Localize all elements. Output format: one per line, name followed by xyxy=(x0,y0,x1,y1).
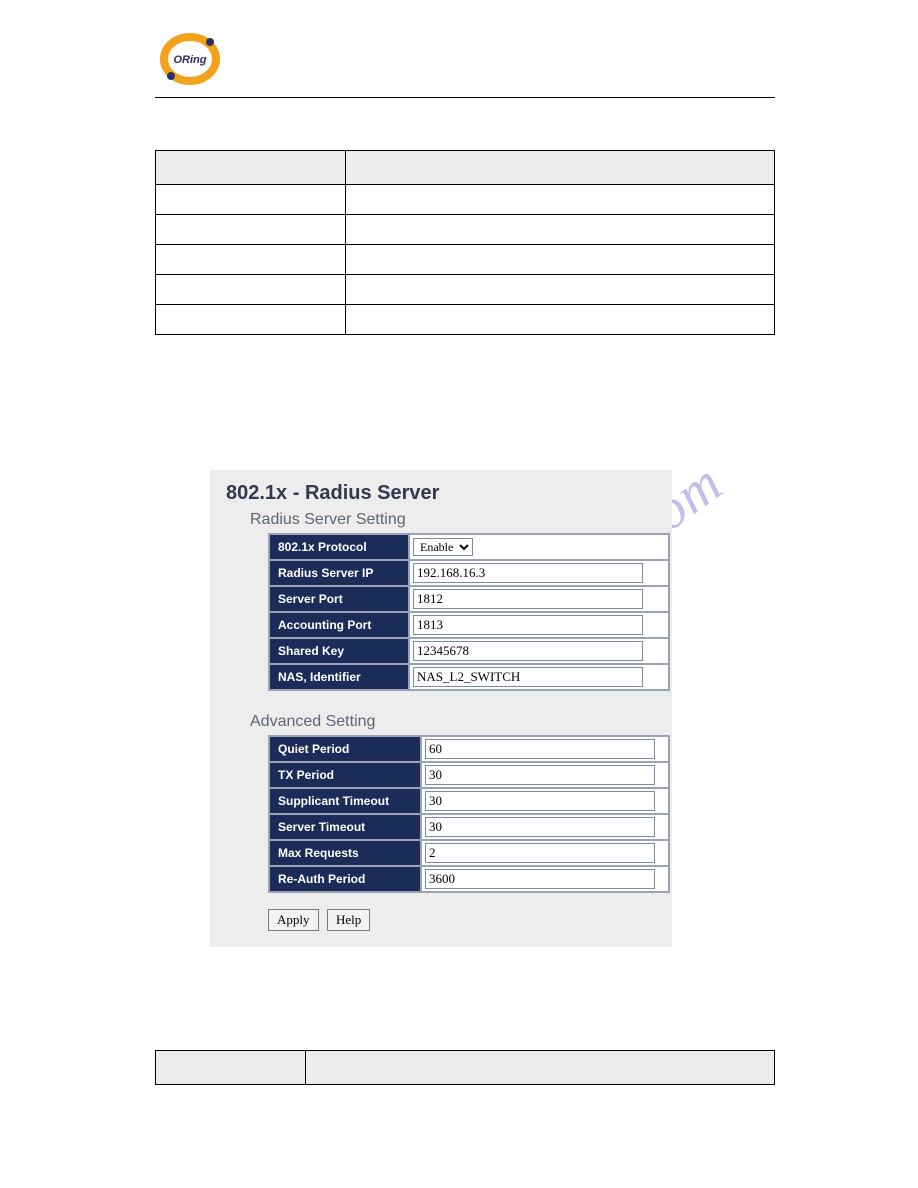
table-row xyxy=(156,1051,775,1085)
label-max-requests: Max Requests xyxy=(269,840,421,866)
advanced-settings-table: Quiet Period TX Period Supplicant Timeou… xyxy=(268,735,670,893)
row-server-ip: Radius Server IP xyxy=(269,560,669,586)
table-row xyxy=(156,185,775,215)
server-ip-input[interactable] xyxy=(413,563,643,583)
server-port-input[interactable] xyxy=(413,589,643,609)
table-row xyxy=(156,215,775,245)
row-nas-id: NAS, Identifier xyxy=(269,664,669,690)
label-supplicant-timeout: Supplicant Timeout xyxy=(269,788,421,814)
cell-protocol: Enable xyxy=(409,534,669,560)
row-quiet-period: Quiet Period xyxy=(269,736,669,762)
doc-table-upper xyxy=(155,150,775,335)
row-supplicant-timeout: Supplicant Timeout xyxy=(269,788,669,814)
server-timeout-input[interactable] xyxy=(425,817,655,837)
section-title-radius: Radius Server Setting xyxy=(250,511,664,529)
radius-server-panel: 802.1x - Radius Server Radius Server Set… xyxy=(210,470,672,947)
oring-logo: ORing xyxy=(155,30,225,88)
row-reauth-period: Re-Auth Period xyxy=(269,866,669,892)
button-row: Apply Help xyxy=(268,909,664,931)
row-accounting-port: Accounting Port xyxy=(269,612,669,638)
max-requests-input[interactable] xyxy=(425,843,655,863)
row-protocol: 802.1x Protocol Enable xyxy=(269,534,669,560)
table-row xyxy=(156,305,775,335)
tx-period-input[interactable] xyxy=(425,765,655,785)
section-title-advanced: Advanced Setting xyxy=(250,713,664,731)
row-tx-period: TX Period xyxy=(269,762,669,788)
table-row xyxy=(156,245,775,275)
table-row xyxy=(156,275,775,305)
label-nas-id: NAS, Identifier xyxy=(269,664,409,690)
label-server-ip: Radius Server IP xyxy=(269,560,409,586)
label-reauth-period: Re-Auth Period xyxy=(269,866,421,892)
radius-settings-table: 802.1x Protocol Enable Radius Server IP … xyxy=(268,533,670,691)
panel-title: 802.1x - Radius Server xyxy=(226,482,664,505)
quiet-period-input[interactable] xyxy=(425,739,655,759)
nas-id-input[interactable] xyxy=(413,667,643,687)
row-shared-key: Shared Key xyxy=(269,638,669,664)
protocol-select[interactable]: Enable xyxy=(413,538,473,556)
svg-text:ORing: ORing xyxy=(174,54,207,66)
shared-key-input[interactable] xyxy=(413,641,643,661)
page-header: ORing xyxy=(155,30,775,98)
row-server-port: Server Port xyxy=(269,586,669,612)
row-max-requests: Max Requests xyxy=(269,840,669,866)
help-button[interactable]: Help xyxy=(327,909,370,931)
label-shared-key: Shared Key xyxy=(269,638,409,664)
reauth-period-input[interactable] xyxy=(425,869,655,889)
header-divider xyxy=(155,97,775,98)
label-server-timeout: Server Timeout xyxy=(269,814,421,840)
table-row xyxy=(156,151,775,185)
label-accounting-port: Accounting Port xyxy=(269,612,409,638)
label-tx-period: TX Period xyxy=(269,762,421,788)
label-protocol: 802.1x Protocol xyxy=(269,534,409,560)
doc-table-lower xyxy=(155,1050,775,1085)
accounting-port-input[interactable] xyxy=(413,615,643,635)
supplicant-timeout-input[interactable] xyxy=(425,791,655,811)
label-quiet-period: Quiet Period xyxy=(269,736,421,762)
apply-button[interactable]: Apply xyxy=(268,909,319,931)
row-server-timeout: Server Timeout xyxy=(269,814,669,840)
label-server-port: Server Port xyxy=(269,586,409,612)
